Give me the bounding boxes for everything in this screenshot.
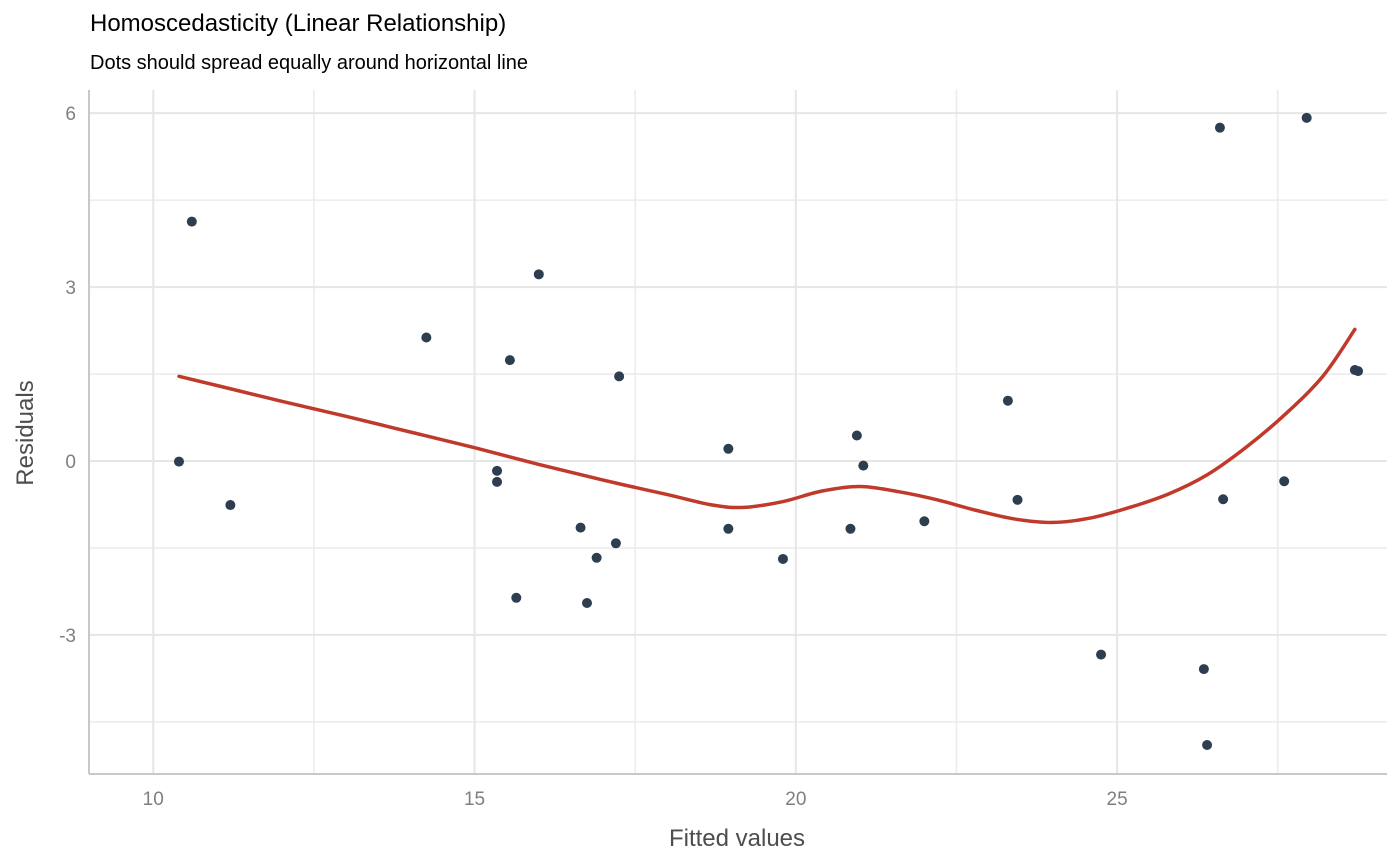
x-tick-label: 10: [143, 789, 164, 810]
y-tick-labels: -3 0 3 6: [59, 104, 76, 647]
data-point: [1198, 664, 1209, 675]
x-tick-label: 25: [1107, 789, 1128, 810]
minor-gridlines: [89, 90, 1387, 774]
x-tick-label: 15: [464, 789, 485, 810]
data-point: [851, 430, 862, 441]
smooth-trend-line: [177, 327, 1357, 525]
data-point: [1214, 122, 1225, 133]
data-point: [845, 523, 856, 534]
data-point: [225, 500, 236, 511]
y-tick-label: 0: [65, 452, 76, 473]
x-tick-label: 20: [785, 789, 806, 810]
data-point: [1012, 494, 1023, 505]
y-axis-title: Residuals: [12, 380, 39, 485]
data-point: [1279, 476, 1290, 487]
data-point: [610, 538, 621, 549]
y-tick-label: 3: [65, 278, 76, 299]
data-point: [1202, 740, 1213, 751]
data-point: [581, 598, 592, 608]
data-point: [1353, 366, 1364, 377]
data-point: [186, 216, 197, 227]
data-point: [533, 269, 544, 280]
data-point: [492, 465, 503, 476]
data-point: [919, 516, 930, 527]
data-point: [1096, 649, 1107, 660]
y-tick-label: -3: [59, 626, 76, 647]
data-point: [723, 523, 734, 534]
data-point: [173, 456, 184, 467]
data-point: [1002, 395, 1013, 406]
data-point: [723, 443, 734, 454]
data-point: [777, 553, 788, 564]
data-point: [1218, 494, 1229, 505]
chart-subtitle: Dots should spread equally around horizo…: [90, 52, 528, 74]
major-gridlines: [89, 90, 1387, 774]
data-point: [575, 522, 586, 533]
data-point: [421, 332, 432, 343]
x-axis-title: Fitted values: [669, 825, 805, 852]
x-tick-labels: 10 15 20 25: [143, 789, 1128, 810]
data-point: [1301, 112, 1312, 123]
data-point: [614, 371, 625, 382]
data-point: [504, 355, 515, 366]
data-point: [492, 476, 503, 487]
data-points: [173, 112, 1364, 751]
data-point: [591, 552, 602, 563]
chart-title: Homoscedasticity (Linear Relationship): [90, 10, 506, 37]
y-tick-label: 6: [65, 104, 76, 125]
data-point: [511, 592, 522, 603]
data-point: [858, 460, 869, 471]
